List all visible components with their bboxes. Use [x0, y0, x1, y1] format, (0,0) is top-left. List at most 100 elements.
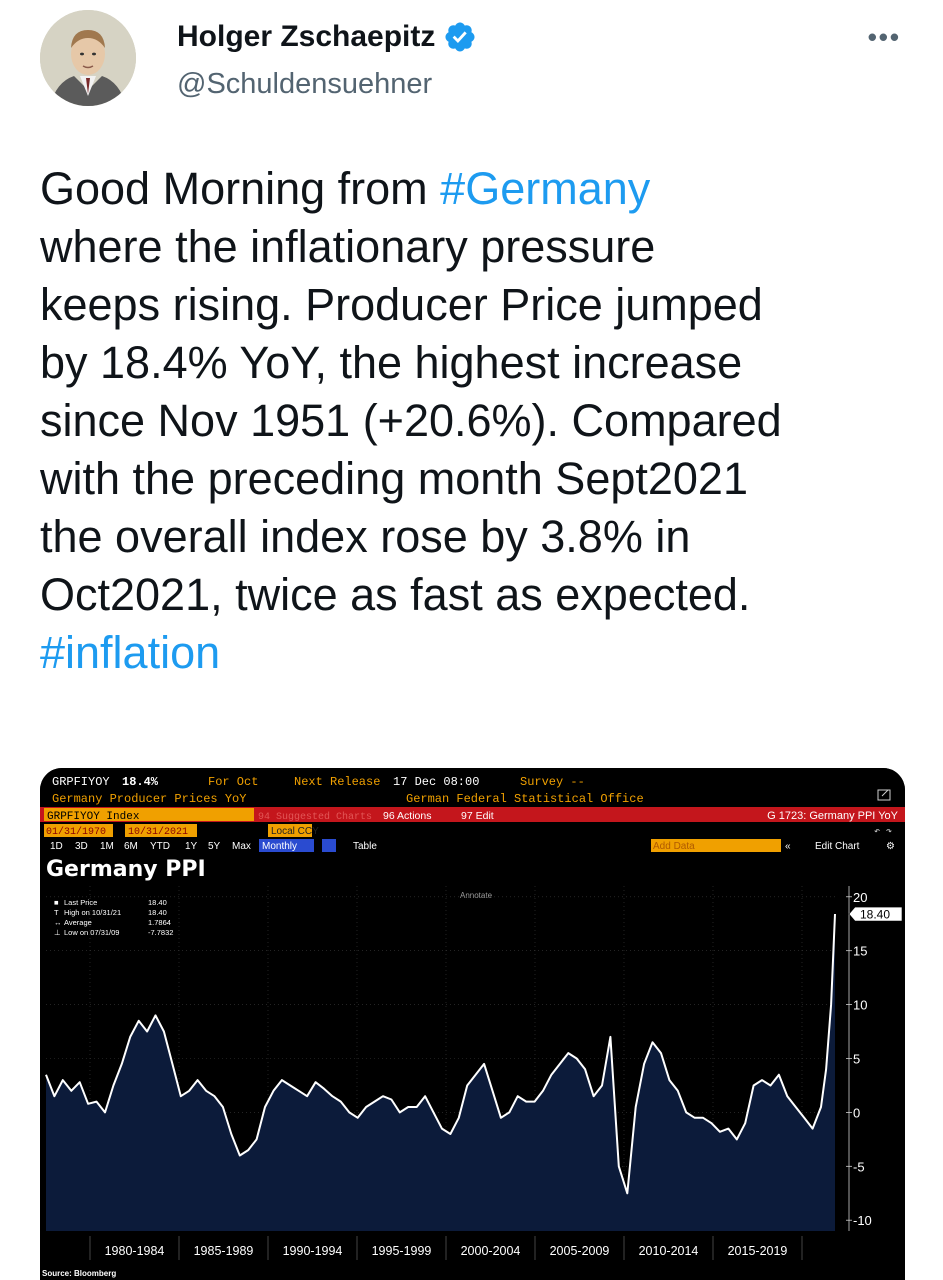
- edit-menu[interactable]: 97 Edit: [461, 810, 494, 822]
- tweet-line: where the inflationary pressure: [40, 218, 920, 276]
- chart-image-card[interactable]: GRPFIYOY 18.4% For Oct Next Release 17 D…: [40, 768, 905, 1280]
- tweet-text-segment: by 18.4% YoY, the highest increase: [40, 337, 743, 388]
- avatar[interactable]: [40, 10, 136, 106]
- tweet-line: with the preceding month Sept2021: [40, 450, 920, 508]
- user-handle[interactable]: @Schuldensuehner: [177, 68, 433, 100]
- actions-menu[interactable]: 96 Actions: [383, 810, 431, 822]
- survey-label: Survey --: [520, 775, 585, 789]
- tweet-line: Oct2021, twice as fast as expected.: [40, 566, 920, 624]
- y-tick-label: 10: [853, 998, 867, 1013]
- y-tick-label: 0: [853, 1105, 860, 1120]
- add-data-label: Add Data: [653, 841, 695, 852]
- end-date-field[interactable]: [125, 824, 197, 837]
- x-tick-label: 1985-1989: [194, 1244, 254, 1258]
- suggested-charts-button[interactable]: 94 Suggested Charts: [258, 811, 372, 823]
- tweet-text-segment: Oct2021, twice as fast as expected.: [40, 569, 751, 620]
- period-button[interactable]: 1M: [100, 841, 114, 852]
- tweet-line: #inflation: [40, 624, 920, 682]
- next-release-label: Next Release: [294, 775, 380, 789]
- y-tick-label: 15: [853, 944, 867, 959]
- x-tick-label: 1995-1999: [372, 1244, 432, 1258]
- tweet-line: since Nov 1951 (+20.6%). Compared: [40, 392, 920, 450]
- y-tick-label: -10: [853, 1213, 872, 1228]
- ppi-series-line: [45, 913, 836, 1195]
- tweet-text-segment: Good Morning from: [40, 163, 441, 214]
- period-button[interactable]: YTD: [150, 841, 170, 852]
- legend-value: 18.40: [148, 908, 167, 917]
- chart-title: Germany PPI: [46, 857, 206, 882]
- start-date: 01/31/1970: [46, 826, 106, 838]
- tweet-text-segment: with the preceding month Sept2021: [40, 453, 748, 504]
- undo-redo-icon[interactable]: ↶ ↷: [874, 826, 892, 837]
- frequency-label: Monthly: [262, 841, 297, 852]
- legend-label: High on 10/31/21: [64, 908, 121, 917]
- verified-badge-icon: [445, 22, 475, 52]
- x-tick-label: 2005-2009: [550, 1244, 610, 1258]
- period-button[interactable]: 3D: [75, 841, 88, 852]
- legend-marker-icon: T: [54, 908, 59, 917]
- y-tick-label: 5: [853, 1052, 860, 1067]
- y-tick-label: -5: [853, 1159, 865, 1174]
- edit-chart-button[interactable]: Edit Chart: [815, 841, 860, 852]
- table-button[interactable]: Table: [353, 841, 377, 852]
- period-button[interactable]: 5Y: [208, 841, 221, 852]
- x-tick-label: 2015-2019: [728, 1244, 788, 1258]
- tweet-line: keeps rising. Producer Price jumped: [40, 276, 920, 334]
- tweet-text-segment: the overall index rose by 3.8% in: [40, 511, 691, 562]
- period-label: For Oct: [208, 775, 258, 789]
- index-label: GRPFIYOY Index: [47, 811, 140, 823]
- tweet-text-segment: keeps rising. Producer Price jumped: [40, 279, 763, 330]
- legend-marker-icon: ↔: [54, 918, 62, 927]
- export-icon[interactable]: [877, 789, 891, 801]
- tweet-text: Good Morning from #Germany where the infl…: [40, 160, 920, 682]
- collapse-icon[interactable]: «: [785, 841, 791, 852]
- y-tick-label: 20: [853, 890, 867, 905]
- y-axis: 20 15 10 5 0 -5 -10: [846, 886, 872, 1231]
- period-button[interactable]: Max: [232, 841, 251, 852]
- hashtag-link[interactable]: #Germany: [440, 163, 651, 214]
- chart-gridlines: [46, 886, 835, 1231]
- add-data-field[interactable]: [651, 839, 781, 852]
- ticker-value: 18.4%: [122, 775, 159, 789]
- settings-gear-icon[interactable]: ⚙: [886, 841, 895, 852]
- x-tick-label: 1990-1994: [283, 1244, 343, 1258]
- legend-marker-icon: ⊥: [54, 928, 61, 937]
- ppi-area-fill: [46, 914, 835, 1231]
- tweet-line: by 18.4% YoY, the highest increase: [40, 334, 920, 392]
- tweet-line: Good Morning from #Germany: [40, 160, 920, 218]
- legend-label: Average: [64, 918, 92, 927]
- legend-label: Last Price: [64, 898, 97, 907]
- currency-label: Local CCY: [271, 826, 319, 837]
- index-field[interactable]: [44, 808, 254, 821]
- tweet-line: the overall index rose by 3.8% in: [40, 508, 920, 566]
- period-button[interactable]: 1D: [50, 841, 63, 852]
- source-label: Source: Bloomberg: [42, 1269, 116, 1278]
- legend-value: -7.7832: [148, 928, 173, 937]
- period-button[interactable]: 6M: [124, 841, 138, 852]
- period-buttons: 1D 3D 1M 6M YTD 1Y 5Y Max: [50, 841, 251, 852]
- more-options-icon[interactable]: •••: [867, 22, 901, 52]
- tweet-text-segment: where the inflationary pressure: [40, 221, 656, 272]
- legend-value: 18.40: [148, 898, 167, 907]
- frequency-select[interactable]: [259, 839, 314, 852]
- x-axis: 1980-1984 1985-1989 1990-1994 1995-1999 2000…: [89, 1236, 803, 1260]
- legend-label: Low on 07/31/09: [64, 928, 119, 937]
- ticker-label: GRPFIYOY: [52, 775, 110, 789]
- tweet-text-segment: since Nov 1951 (+20.6%). Compared: [40, 395, 782, 446]
- start-date-field[interactable]: [44, 824, 113, 837]
- end-date: 10/31/2021: [128, 826, 188, 838]
- user-name[interactable]: Holger Zschaepitz: [177, 20, 436, 53]
- chart-legend: ■ Last Price 18.40 T High on 10/31/21 18.40 ↔ A…: [54, 898, 173, 937]
- annotate-button[interactable]: Annotate: [460, 891, 493, 900]
- currency-field[interactable]: [268, 824, 312, 837]
- chart-id-label: G 1723: Germany PPI YoY: [767, 810, 899, 822]
- last-value-badge: 18.40: [848, 906, 903, 922]
- next-release-value: 17 Dec 08:00: [393, 775, 479, 789]
- last-value-label: 18.40: [860, 908, 890, 922]
- legend-marker-icon: ■: [54, 898, 59, 907]
- hashtag-link[interactable]: #inflation: [40, 627, 221, 678]
- source-organization: German Federal Statistical Office: [406, 792, 644, 806]
- period-button[interactable]: 1Y: [185, 841, 198, 852]
- series-description: Germany Producer Prices YoY: [52, 792, 246, 806]
- line-style-icon[interactable]: [322, 839, 336, 852]
